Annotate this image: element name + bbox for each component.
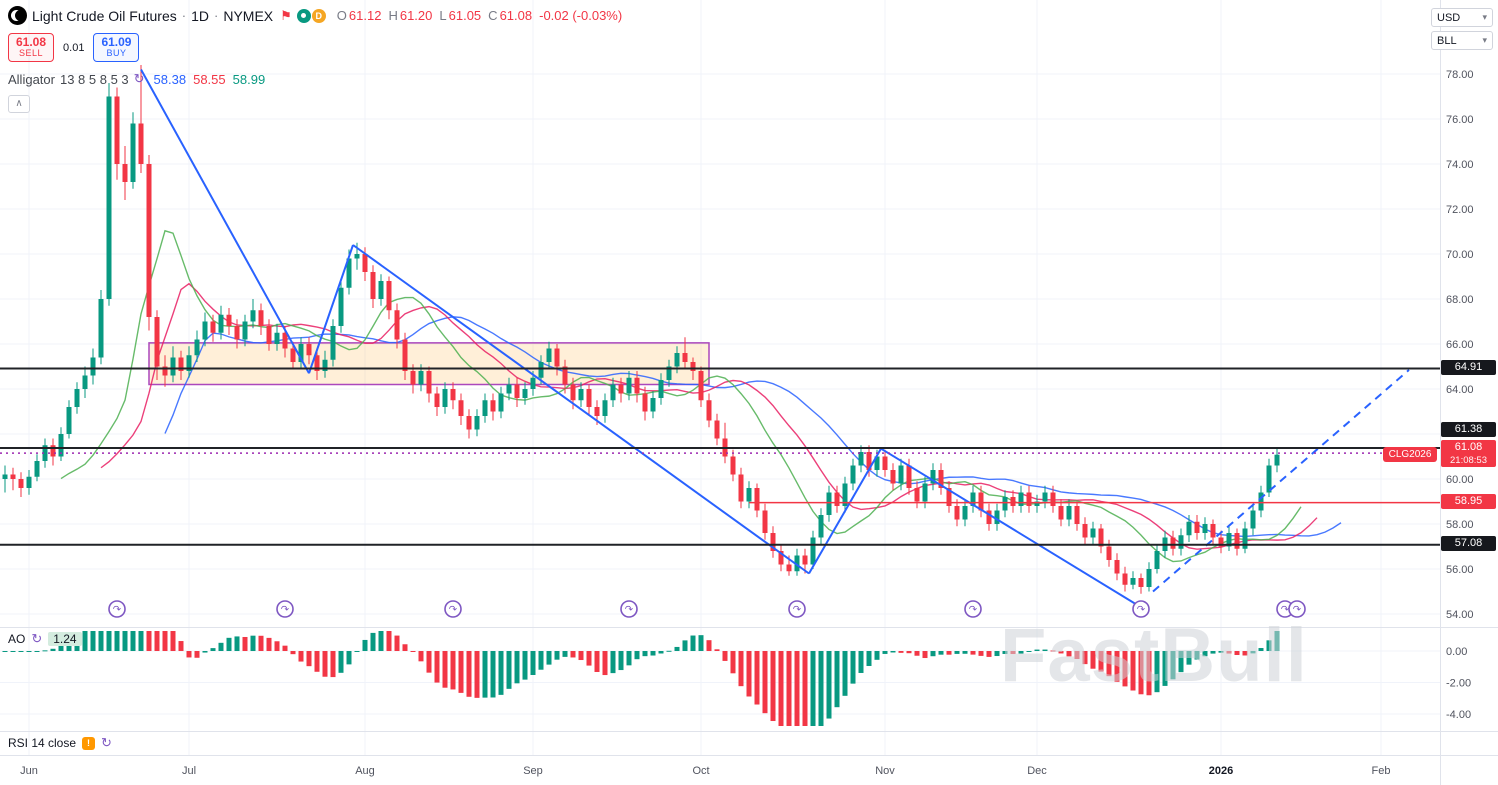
ao-histogram [2, 631, 1280, 726]
svg-text:66.00: 66.00 [1446, 339, 1474, 351]
svg-text:2026: 2026 [1209, 765, 1233, 777]
refresh-icon[interactable]: ↻ [133, 71, 145, 87]
svg-text:58.00: 58.00 [1446, 519, 1474, 531]
alligator-teeth-value: 58.55 [193, 71, 226, 87]
close-key: C [488, 8, 498, 23]
trade-row: 61.08 SELL 0.01 61.09 BUY [8, 33, 627, 63]
svg-text:64.00: 64.00 [1446, 384, 1474, 396]
exchange-label: NYMEX [223, 7, 274, 24]
buy-price: 61.09 [101, 35, 132, 49]
svg-text:78.00: 78.00 [1446, 69, 1474, 81]
svg-text:56.00: 56.00 [1446, 564, 1474, 576]
svg-text:Feb: Feb [1372, 765, 1391, 777]
refresh-icon[interactable]: ↻ [31, 631, 43, 646]
chevron-down-icon: ▾ [1482, 12, 1487, 22]
buy-label: BUY [106, 48, 127, 59]
currency-dropdown[interactable]: USD ▾ [1431, 8, 1493, 27]
sell-button[interactable]: 61.08 SELL [8, 33, 55, 63]
low-value: 61.05 [448, 8, 482, 23]
symbol-row: Light Crude Oil Futures · 1D · NYMEX ⚑ D… [8, 6, 627, 25]
alligator-values: 58.38 58.55 58.99 [154, 72, 266, 87]
change-value: -0.02 (-0.03%) [539, 8, 623, 23]
currency-value: USD [1437, 11, 1461, 24]
symbol-logo-icon [8, 6, 27, 25]
svg-text:↷: ↷ [281, 605, 290, 616]
sell-price: 61.08 [16, 35, 47, 49]
svg-text:68.00: 68.00 [1446, 294, 1474, 306]
svg-text:72.00: 72.00 [1446, 204, 1474, 216]
svg-text:↷: ↷ [449, 605, 458, 616]
collapse-pane-button[interactable]: ∧ [8, 95, 30, 114]
alligator-jaw-value: 58.38 [153, 71, 187, 87]
svg-text:-4.00: -4.00 [1446, 709, 1471, 721]
svg-text:54.00: 54.00 [1446, 609, 1474, 621]
ao-value: 1.24 [48, 632, 82, 646]
candles [2, 65, 1280, 594]
rollover-markers: ↷ ↷ ↷ ↷ ↷ ↷ ↷ ↷ ↷ [108, 600, 1306, 618]
rsi-pane-label: RSI 14 close ! ↻ [8, 735, 112, 751]
rsi-label[interactable]: RSI 14 close [8, 736, 77, 750]
alert-flag-icon[interactable]: ⚑ [280, 7, 292, 23]
chevron-down-icon: ▾ [1482, 35, 1487, 45]
svg-text:↷: ↷ [113, 605, 122, 616]
symbol-title[interactable]: Light Crude Oil Futures [32, 7, 177, 24]
unit-dropdown[interactable]: BLL ▾ [1431, 31, 1493, 50]
high-key: H [388, 8, 398, 23]
ohlc-readout: O 61.12 H 61.20 L 61.05 C 61.08 -0.02 (-… [337, 8, 627, 23]
alligator-label[interactable]: Alligator [8, 71, 55, 87]
svg-text:↷: ↷ [625, 605, 634, 616]
legend: Light Crude Oil Futures · 1D · NYMEX ⚑ D… [8, 6, 627, 114]
svg-text:76.00: 76.00 [1446, 114, 1474, 126]
refresh-icon[interactable]: ↻ [101, 735, 112, 750]
separator: · [181, 8, 187, 23]
svg-text:Jul: Jul [182, 765, 196, 777]
svg-text:Dec: Dec [1027, 765, 1047, 777]
timeframe-label[interactable]: 1D [191, 7, 209, 24]
svg-text:Aug: Aug [355, 765, 375, 777]
svg-text:↷: ↷ [1137, 605, 1146, 616]
low-key: L [439, 8, 447, 23]
unit-value: BLL [1437, 34, 1457, 47]
alligator-params: 13 8 5 8 5 3 [59, 71, 129, 87]
svg-text:70.00: 70.00 [1446, 249, 1474, 261]
svg-text:Nov: Nov [875, 765, 895, 777]
svg-text:↷: ↷ [1281, 605, 1290, 616]
buy-button[interactable]: 61.09 BUY [93, 33, 140, 63]
daily-badge-icon[interactable]: D [311, 8, 326, 23]
svg-text:Jun: Jun [20, 765, 38, 777]
svg-text:0.00: 0.00 [1446, 646, 1467, 658]
svg-text:Oct: Oct [692, 765, 709, 777]
levels [0, 367, 1440, 546]
spread-value: 0.01 [59, 39, 89, 56]
warning-icon: ! [82, 736, 96, 750]
open-value: 61.12 [348, 8, 382, 23]
grid [0, 0, 1440, 756]
alligator-lips-value: 58.99 [232, 71, 266, 87]
indicator-dot-icon[interactable] [296, 8, 311, 23]
sell-label: SELL [19, 48, 44, 59]
alligator-row: Alligator 13 8 5 8 5 3 ↻ 58.38 58.55 58.… [8, 71, 627, 87]
svg-text:↷: ↷ [793, 605, 802, 616]
open-key: O [336, 8, 347, 23]
ao-label[interactable]: AO [8, 632, 26, 646]
svg-text:-2.00: -2.00 [1446, 678, 1471, 690]
close-value: 61.08 [499, 8, 533, 23]
svg-text:↷: ↷ [1293, 605, 1302, 616]
svg-text:Sep: Sep [523, 765, 543, 777]
ao-pane-label: AO ↻ 1.24 [8, 631, 82, 647]
axis-labels: 78.00 76.00 74.00 72.00 70.00 68.00 66.00 64.00… [20, 69, 1473, 777]
svg-text:60.00: 60.00 [1446, 474, 1474, 486]
svg-text:74.00: 74.00 [1446, 159, 1474, 171]
separator: · [213, 8, 219, 23]
trendlines [140, 69, 1410, 609]
high-value: 61.20 [399, 8, 433, 23]
svg-text:↷: ↷ [969, 605, 978, 616]
